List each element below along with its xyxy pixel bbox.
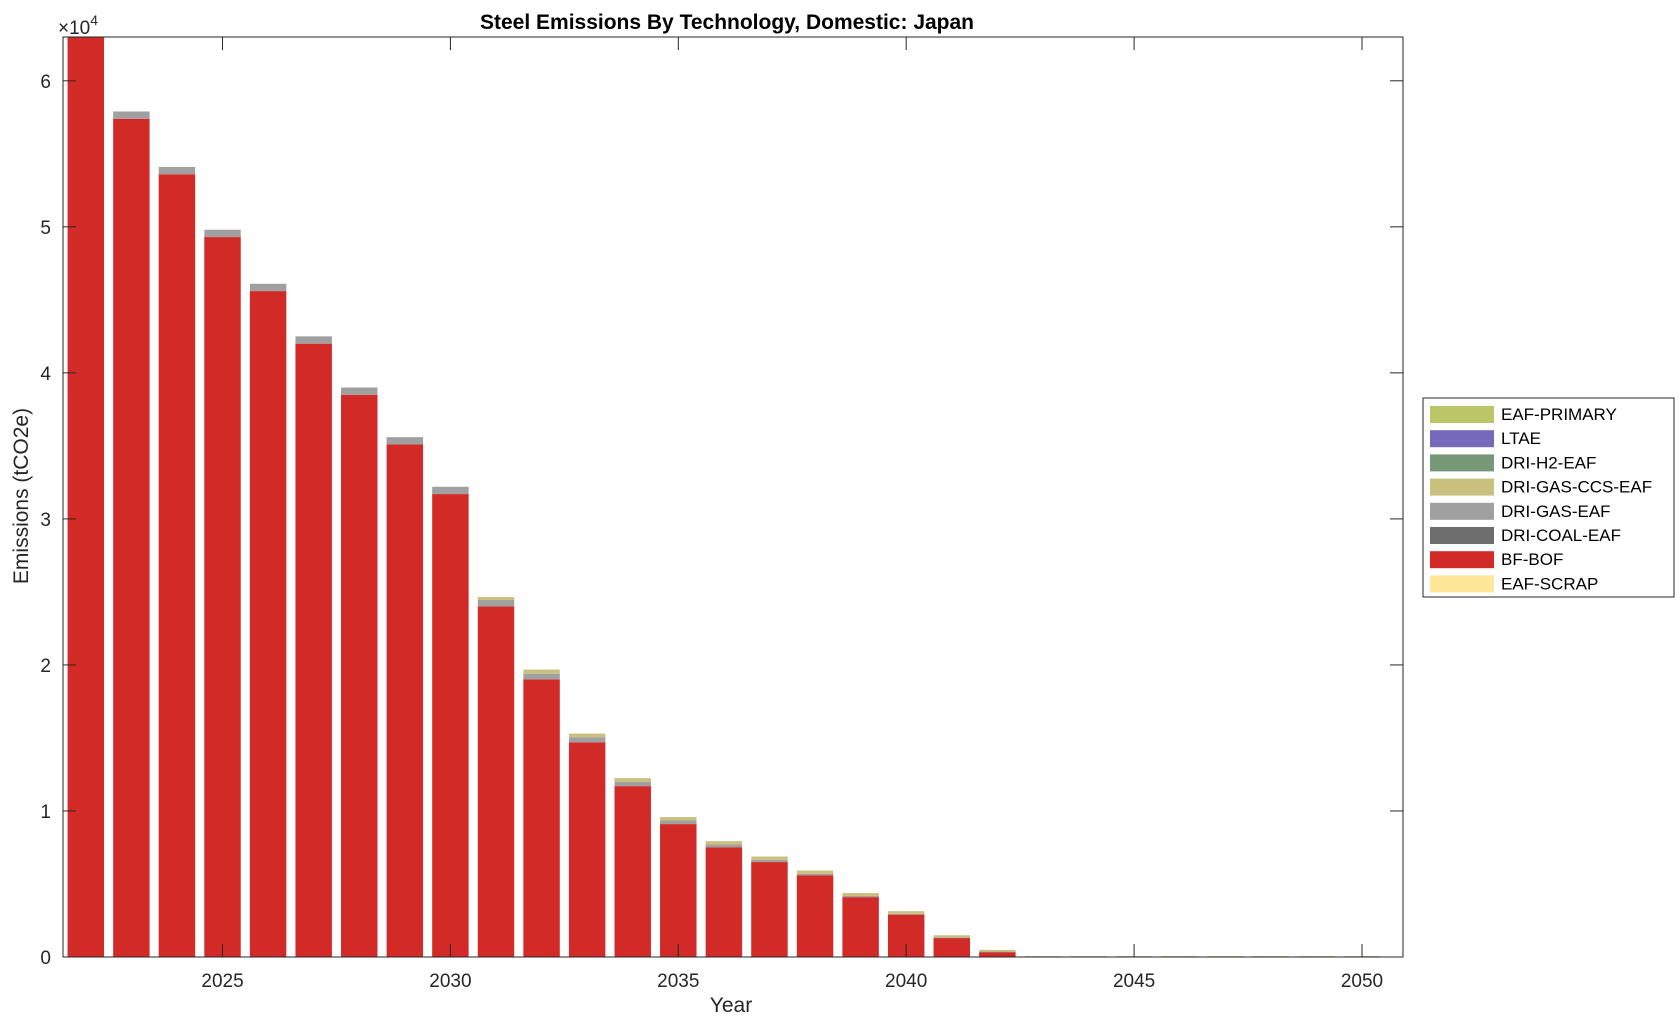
legend-label-eaf-primary: EAF-PRIMARY (1501, 405, 1617, 424)
legend: EAF-PRIMARY LTAE DRI-H2-EAF DRI-GAS-CCS-EAF… (1422, 397, 1675, 598)
x-tick-label: 2030 (429, 971, 471, 992)
bar-2042-bf-bof (979, 951, 1016, 957)
bar-2031-dri-gas-ccs-eaf (477, 597, 515, 600)
bar-2036-dri-gas-eaf (705, 844, 743, 848)
legend-swatch-eaf-primary (1430, 406, 1494, 423)
bar-2037-dri-gas-ccs-eaf (751, 856, 788, 860)
bar-2036-dri-gas-ccs-eaf (705, 841, 743, 845)
bar-2027-bf-bof (295, 343, 332, 957)
bar-2042-dri-gas-eaf (979, 951, 1016, 953)
bar-2030-dri-gas-eaf (432, 486, 469, 495)
bar-2026-dri-gas-eaf (249, 283, 287, 292)
bar-layer (67, 37, 1381, 958)
y-tick-label: 4 (40, 364, 51, 385)
x-tick-label: 2050 (1341, 971, 1383, 992)
bar-2025-bf-bof (204, 237, 241, 957)
y-tick-label: 6 (40, 72, 51, 93)
legend-label-bf-bof: BF-BOF (1501, 550, 1563, 569)
bar-2033-dri-gas-ccs-eaf (568, 733, 606, 738)
bar-2042-dri-gas-ccs-eaf (979, 949, 1016, 952)
bar-2034-bf-bof (614, 786, 651, 957)
y-tick-label: 0 (40, 948, 51, 969)
legend-label-eaf-scrap: EAF-SCRAP (1501, 574, 1598, 593)
x-tick-label: 2025 (201, 971, 243, 992)
bar-2037-dri-gas-eaf (751, 859, 788, 863)
plot-area-frame (62, 36, 1404, 958)
legend-swatch-dri-gas-ccs-eaf (1430, 478, 1494, 496)
bar-2041-dri-gas-ccs-eaf (933, 935, 970, 938)
bar-2022-bf-bof (67, 37, 105, 957)
bar-2031-dri-gas-eaf (477, 599, 515, 607)
y-exponent-power: 4 (90, 12, 98, 28)
bar-2028-bf-bof (341, 394, 378, 957)
legend-swatch-ltae (1430, 430, 1494, 448)
bar-2027-dri-gas-eaf (295, 336, 332, 344)
bar-2023-dri-gas-eaf (113, 111, 150, 119)
legend-label-dri-coal-eaf: DRI-COAL-EAF (1501, 526, 1621, 545)
y-tick-label: 1 (40, 802, 51, 823)
bar-2032-bf-bof (523, 679, 560, 957)
bar-2038-dri-gas-ccs-eaf (796, 870, 834, 874)
bar-2037-bf-bof (751, 862, 788, 957)
bar-2035-dri-gas-ccs-eaf (660, 817, 697, 821)
x-tick-label: 2040 (885, 971, 927, 992)
bar-2040-dri-gas-ccs-eaf (887, 911, 925, 914)
bar-2041-dri-gas-eaf (933, 937, 970, 939)
bar-2041-bf-bof (933, 938, 970, 957)
bar-2023-bf-bof (113, 118, 150, 957)
bar-2033-bf-bof (568, 742, 606, 957)
bar-2035-dri-gas-eaf (660, 820, 697, 825)
x-tick-label: 2045 (1113, 971, 1155, 992)
bar-2030-bf-bof (432, 494, 469, 957)
legend-swatch-dri-gas-eaf (1430, 502, 1494, 520)
legend-label-dri-gas-eaf: DRI-GAS-EAF (1501, 502, 1611, 521)
bar-2032-dri-gas-eaf (523, 673, 560, 680)
axes-layer: 2025 2030 2035 2040 2045 2050 0 1 2 3 4 5 6 (40, 36, 1404, 992)
legend-label-dri-gas-ccs-eaf: DRI-GAS-CCS-EAF (1501, 478, 1652, 497)
y-tick-label: 3 (40, 510, 51, 531)
y-tick-label: 2 (40, 656, 51, 677)
bar-2039-bf-bof (842, 897, 879, 957)
y-axis-label: Emissions (tCO2e) (10, 408, 33, 584)
y-axis-exponent: ×104 (58, 12, 98, 39)
y-exponent-base: ×10 (58, 18, 90, 39)
svg-text:×104: ×104 (58, 12, 98, 39)
legend-swatch-bf-bof (1430, 551, 1494, 569)
bar-2034-dri-gas-eaf (614, 781, 651, 787)
legend-swatch-dri-h2-eaf (1430, 454, 1494, 472)
bar-2034-dri-gas-ccs-eaf (614, 778, 651, 782)
bar-2024-bf-bof (158, 174, 196, 957)
legend-label-dri-h2-eaf: DRI-H2-EAF (1501, 453, 1596, 472)
chart-title: Steel Emissions By Technology, Domestic:… (480, 11, 974, 34)
x-axis-label: Year (710, 994, 752, 1017)
bar-2026-bf-bof (249, 291, 287, 958)
bar-2039-dri-gas-eaf (842, 895, 879, 898)
legend-label-ltae: LTAE (1501, 429, 1541, 448)
bar-2025-dri-gas-eaf (204, 229, 241, 238)
bar-2029-dri-gas-eaf (386, 437, 424, 445)
bar-2035-bf-bof (660, 824, 697, 957)
y-tick-label: 5 (40, 218, 51, 239)
bar-2033-dri-gas-eaf (568, 737, 606, 743)
bar-2040-dri-gas-eaf (887, 913, 925, 915)
legend-swatch-dri-coal-eaf (1430, 527, 1494, 544)
bar-2036-bf-bof (705, 847, 743, 957)
bar-2029-bf-bof (386, 444, 424, 957)
bar-2028-dri-gas-eaf (341, 387, 378, 395)
legend-swatch-eaf-scrap (1430, 575, 1494, 593)
x-tick-label: 2035 (657, 971, 699, 992)
bar-2038-dri-gas-eaf (796, 873, 834, 876)
bar-2038-bf-bof (796, 875, 834, 957)
bar-2032-dri-gas-ccs-eaf (523, 669, 560, 674)
bar-2039-dri-gas-ccs-eaf (842, 893, 879, 896)
bar-2024-dri-gas-eaf (158, 166, 196, 175)
bar-2031-bf-bof (477, 606, 515, 957)
